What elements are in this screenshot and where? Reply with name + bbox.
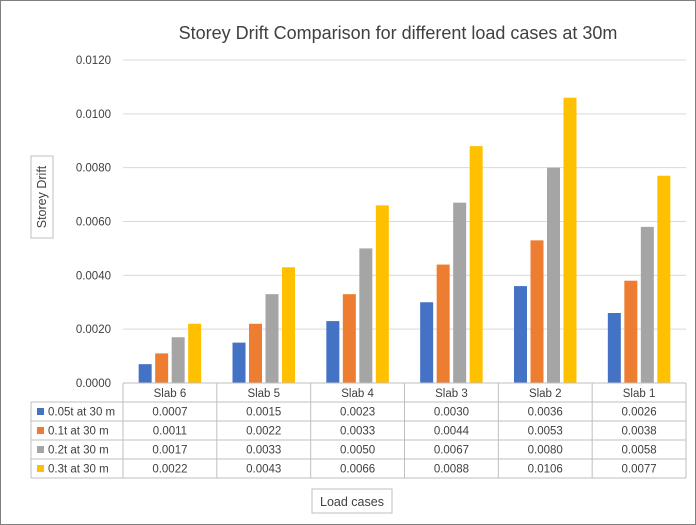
bar bbox=[436, 264, 450, 383]
table-cell: 0.0080 bbox=[528, 445, 563, 457]
legend-key bbox=[37, 446, 44, 453]
bar bbox=[188, 323, 202, 383]
table-cell: 0.0033 bbox=[246, 445, 281, 457]
legend-key bbox=[37, 465, 44, 472]
y-tick-label: 0.0120 bbox=[76, 55, 111, 67]
y-axis-title: Storey Drift bbox=[35, 165, 49, 228]
bar bbox=[138, 364, 152, 383]
table-cell: 0.0007 bbox=[152, 407, 187, 419]
bar bbox=[359, 248, 373, 383]
table-cell: 0.0038 bbox=[621, 426, 656, 438]
y-tick-label: 0.0040 bbox=[76, 270, 111, 282]
table-cell: 0.0043 bbox=[246, 464, 281, 476]
bar bbox=[453, 202, 467, 383]
gridlines bbox=[123, 59, 686, 330]
table-cell: 0.0044 bbox=[434, 426, 470, 438]
bar bbox=[624, 280, 638, 383]
bar bbox=[514, 286, 527, 383]
bar bbox=[547, 167, 560, 383]
table-cell: 0.0022 bbox=[246, 426, 281, 438]
bar bbox=[342, 294, 356, 383]
table-cell: 0.0033 bbox=[340, 426, 375, 438]
x-axis-title: Load cases bbox=[320, 495, 384, 509]
bar-series bbox=[138, 97, 671, 383]
y-tick-label: 0.0100 bbox=[76, 109, 111, 121]
table-cell: 0.0066 bbox=[340, 464, 375, 476]
table-cell: 0.0077 bbox=[621, 464, 656, 476]
bar bbox=[265, 294, 279, 383]
data-table: Slab 6 Slab 5 Slab 4 Slab 3 Slab 2 Slab 1 0.05… bbox=[30, 382, 687, 479]
table-cell: 0.0015 bbox=[246, 407, 281, 419]
legend-key bbox=[37, 427, 44, 434]
series-label: 0.3t at 30 m bbox=[48, 464, 109, 476]
table-cell: 0.0058 bbox=[621, 445, 656, 457]
table-cell: 0.0030 bbox=[434, 407, 469, 419]
table-cell: 0.0067 bbox=[434, 445, 469, 457]
series-label: 0.1t at 30 m bbox=[48, 426, 109, 438]
bar bbox=[563, 97, 577, 383]
category-label: Slab 2 bbox=[529, 388, 562, 400]
table-cell: 0.0011 bbox=[153, 426, 187, 438]
table-cell: 0.0036 bbox=[528, 407, 563, 419]
category-label: Slab 1 bbox=[623, 388, 656, 400]
category-label: Slab 4 bbox=[341, 388, 374, 400]
bar bbox=[640, 226, 654, 383]
bar bbox=[249, 323, 262, 383]
table-cell: 0.0106 bbox=[528, 464, 563, 476]
y-axis-tick-labels: 0.0000 0.0020 0.0040 0.0060 0.0080 0.0100 0.01… bbox=[76, 55, 111, 390]
bar bbox=[530, 240, 544, 383]
y-tick-label: 0.0020 bbox=[76, 324, 111, 336]
series-label: 0.2t at 30 m bbox=[48, 445, 109, 457]
table-cell: 0.0022 bbox=[152, 464, 187, 476]
table-cell: 0.0023 bbox=[340, 407, 375, 419]
category-label: Slab 5 bbox=[247, 388, 280, 400]
bar bbox=[232, 342, 246, 383]
table-cell: 0.0026 bbox=[621, 407, 656, 419]
y-axis-title-box bbox=[30, 155, 54, 239]
bar bbox=[171, 337, 185, 383]
chart-title: Storey Drift Comparison for different lo… bbox=[179, 23, 618, 43]
x-axis-title-box bbox=[311, 488, 393, 514]
bar bbox=[420, 302, 434, 383]
table-cell: 0.0050 bbox=[340, 445, 375, 457]
category-label: Slab 6 bbox=[154, 388, 187, 400]
bar bbox=[326, 321, 340, 383]
bar bbox=[657, 175, 671, 383]
legend-key bbox=[37, 408, 44, 415]
bar bbox=[607, 313, 621, 383]
y-tick-label: 0.0000 bbox=[76, 378, 111, 390]
y-tick-label: 0.0080 bbox=[76, 163, 111, 175]
bar bbox=[282, 267, 295, 383]
bar bbox=[375, 205, 389, 383]
category-label: Slab 3 bbox=[435, 388, 468, 400]
series-label: 0.05t at 30 m bbox=[48, 407, 115, 419]
bar bbox=[469, 146, 483, 383]
y-tick-label: 0.0060 bbox=[76, 217, 111, 229]
bar bbox=[155, 353, 169, 383]
table-cell: 0.0017 bbox=[152, 445, 187, 457]
table-cell: 0.0088 bbox=[434, 464, 469, 476]
table-cell: 0.0053 bbox=[528, 426, 563, 438]
